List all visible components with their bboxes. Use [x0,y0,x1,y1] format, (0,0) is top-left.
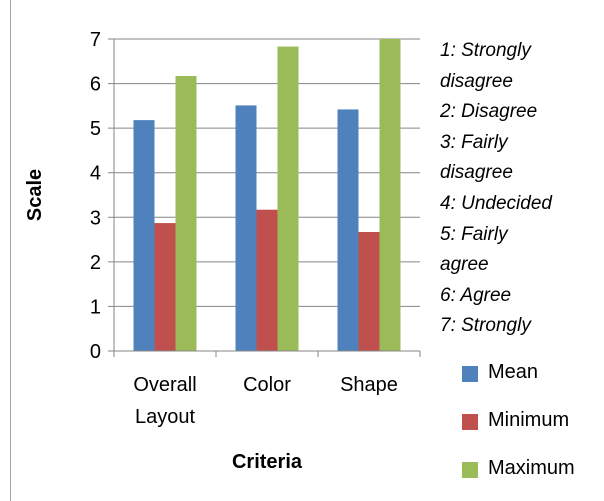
bar-minimum [358,231,380,351]
bars [133,39,401,352]
scale-note: 5: Fairly [440,223,508,245]
bar-mean [235,105,257,351]
y-tick-labels: 0 1 2 3 4 5 6 7 [90,29,101,363]
y-tick-label: 2 [90,252,101,274]
bar-maximum [379,39,401,351]
scale-note: 7: Strongly [440,315,531,337]
y-tick-label: 0 [90,341,101,363]
frame-border-line [10,0,11,501]
legend-label-minimum: Minimum [488,409,570,431]
x-axis-title: Criteria [232,451,303,473]
legend-swatch-minimum [462,414,478,430]
scale-note: 1: Strongly [440,40,531,61]
y-tick-label: 6 [90,74,101,96]
scale-note: 6: Agree [440,284,512,306]
x-tick-label: Shape [340,374,398,396]
legend-swatch-maximum [462,462,478,478]
scale-note: disagree [440,70,513,92]
x-tick-label: Color [243,374,291,396]
scale-note: agree [440,254,489,276]
y-axis-title: Scale [24,169,46,221]
scale-note: 2: Disagree [440,101,538,123]
axes [108,38,421,357]
legend-label-maximum: Maximum [488,457,575,479]
scale-note: 4: Undecided [440,192,552,214]
y-tick-label: 5 [90,118,101,140]
y-tick-label: 3 [90,207,101,229]
scale-notes: 1: Strongly disagree 2: Disagree 3: Fair… [440,36,602,342]
legend-swatch-mean [462,366,478,382]
bar-mean [133,120,155,352]
y-tick-label: 1 [90,296,101,318]
x-tick-label: Overall Layout [133,374,196,428]
bar-maximum [277,46,299,351]
y-tick-label: 7 [90,29,101,51]
bar-minimum [256,209,278,351]
y-tick-label: 4 [90,163,101,185]
scale-note: 3: Fairly [440,131,508,153]
scale-note: disagree [440,162,513,184]
bar-mean [337,109,359,352]
bar-minimum [154,223,176,351]
bar-maximum [175,75,197,351]
x-tick-labels: Overall Layout Color Shape [133,374,398,428]
legend-label-mean: Mean [488,361,539,383]
